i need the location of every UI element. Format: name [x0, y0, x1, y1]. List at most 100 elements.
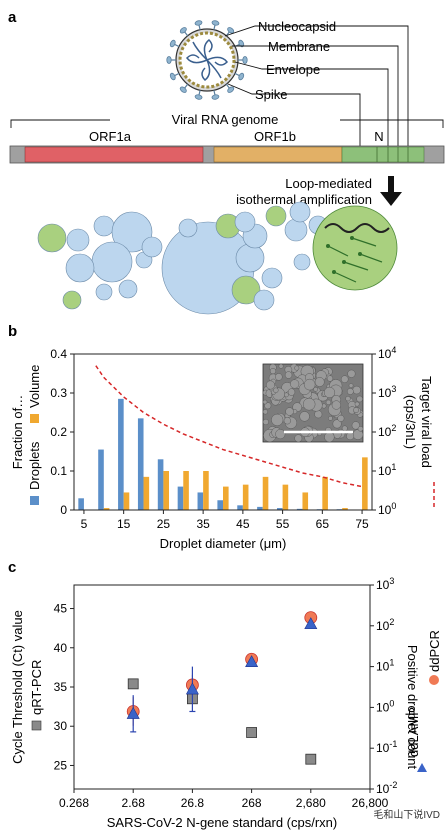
micrograph-droplet — [299, 411, 310, 422]
nucleocapsid-label: Nucleocapsid — [258, 19, 336, 34]
ddlamp-point — [245, 655, 259, 668]
y2-tick-label: 102 — [378, 423, 396, 439]
micrograph-droplet — [262, 399, 268, 405]
panel-c-letter: c — [8, 559, 16, 576]
y-axis-title: Cycle Threshold (Ct) value — [10, 610, 25, 764]
amplicon-dot — [342, 260, 346, 264]
bar-droplets — [197, 492, 204, 510]
micrograph-droplet — [347, 369, 356, 378]
dna-strand-icon — [324, 223, 390, 233]
droplet — [284, 218, 308, 242]
panel-b-letter: b — [8, 323, 17, 340]
droplet — [111, 211, 153, 253]
micrograph-droplet — [356, 395, 363, 403]
x-tick-label: 26,800 — [352, 796, 389, 810]
bar-volume — [262, 476, 269, 510]
bar-droplets — [257, 506, 263, 510]
micrograph-droplet — [326, 375, 334, 382]
droplet — [231, 275, 261, 305]
amplicon-line — [351, 237, 377, 247]
y2-tick-label: 10-1 — [376, 739, 397, 755]
bar-volume — [143, 476, 150, 510]
n-gene-label: N — [374, 129, 383, 144]
y2-tick-label: 103 — [378, 384, 396, 400]
micrograph-droplet — [273, 387, 279, 393]
x-tick-label: 65 — [316, 517, 330, 531]
genome-label: Viral RNA genome — [172, 112, 279, 127]
micrograph-droplet — [325, 399, 332, 406]
y2-tick-exponent: 2 — [391, 423, 396, 433]
micrograph-droplet — [345, 396, 351, 402]
micrograph-droplet — [346, 432, 355, 441]
droplet — [91, 241, 133, 283]
x-tick-label: 25 — [157, 517, 171, 531]
orf1a-label: ORF1a — [89, 129, 132, 144]
droplet — [95, 283, 113, 301]
legend-swatch-ddlamp — [417, 763, 427, 772]
y2-tick-exponent: 0 — [391, 501, 396, 511]
y-tick-label: 35 — [54, 680, 68, 694]
micrograph-droplet — [262, 418, 269, 426]
micrograph-droplet — [294, 434, 303, 443]
bar-droplets — [177, 486, 184, 510]
virus-particle-icon — [166, 20, 248, 100]
bar-droplets — [277, 508, 283, 510]
micrograph-droplet — [357, 426, 364, 432]
micrograph-droplet — [340, 375, 349, 383]
y-axis-series-label: qRT-PCR — [29, 660, 44, 715]
ddlamp-point — [185, 682, 199, 695]
micrograph-droplet — [313, 386, 319, 392]
micrograph-droplet — [302, 397, 316, 411]
bar-volume — [342, 508, 348, 510]
bar-volume — [103, 508, 110, 510]
bar-droplets — [296, 508, 303, 510]
amplification-text-2: isothermal amplification — [236, 192, 372, 207]
x-tick-label: 268 — [242, 796, 262, 810]
legend-label-volume: Volume — [27, 365, 42, 408]
micrograph-droplet — [337, 414, 345, 422]
y-tick-label: 40 — [54, 641, 68, 655]
y2-tick-exponent: 1 — [391, 462, 396, 472]
spike-head — [179, 27, 187, 34]
micrograph-droplet — [265, 380, 275, 390]
amplicon-dot — [358, 252, 362, 256]
micrograph-droplet — [314, 410, 323, 419]
spike-head — [169, 72, 176, 81]
bar-volume — [282, 484, 289, 510]
droplet — [235, 243, 265, 273]
legend-swatch-qrtpcr — [31, 720, 42, 731]
bar-volume — [302, 492, 309, 510]
y-tick-label: 30 — [54, 719, 68, 733]
x-tick-label: 15 — [117, 517, 131, 531]
y2-axis-title: Target viral load — [419, 376, 434, 468]
micrograph-droplet — [351, 421, 360, 430]
droplet — [234, 211, 256, 233]
panel-a-letter: a — [8, 9, 17, 26]
y2-axis-unit: (cps/3nL) — [403, 395, 418, 449]
legend-label-ddlamp: ddLAMP — [406, 707, 421, 757]
viral-load-curve — [95, 365, 363, 488]
y2-tick-exponent: 0 — [389, 698, 394, 708]
envelope-label: Envelope — [266, 62, 320, 77]
y2-tick-label: 10-2 — [376, 780, 397, 796]
micrograph-droplet — [284, 371, 293, 379]
micrograph-droplet — [324, 431, 335, 443]
ddlamp-point — [126, 706, 140, 719]
membrane-label: Membrane — [268, 39, 330, 54]
legend-label-droplets: Droplets — [27, 441, 42, 490]
droplet — [141, 236, 163, 258]
spike-head — [179, 86, 187, 93]
micrograph-droplet — [331, 400, 341, 410]
micrograph-droplet — [262, 409, 268, 415]
droplet-size-chart: 5 15 25 35 45 55 65 7500.10.20.30.4100101102103… — [10, 345, 435, 551]
bar-droplets — [118, 398, 124, 510]
micrograph-droplet — [353, 407, 359, 413]
micrograph-droplet — [285, 407, 294, 416]
watermark: 毛和山下说IVD — [373, 808, 440, 821]
spike-head — [211, 20, 220, 26]
bar-volume — [322, 476, 328, 510]
bar-droplets — [237, 505, 243, 510]
y2-tick-label: 100 — [378, 501, 396, 517]
droplet — [118, 279, 138, 299]
x-tick-label: 75 — [355, 517, 369, 531]
